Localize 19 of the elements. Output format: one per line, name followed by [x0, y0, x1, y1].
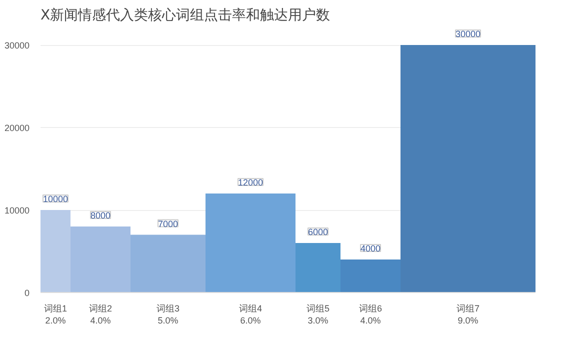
- data-label: 4000: [360, 244, 381, 254]
- data-label: 12000: [238, 178, 264, 188]
- y-tick-label: 20000: [4, 123, 30, 133]
- y-tick-label: 30000: [4, 40, 30, 50]
- x-tick-label: 词组3 5.0%: [156, 304, 180, 326]
- x-tick-label: 词组5 3.0%: [306, 304, 330, 326]
- x-tick-label: 词组7 9.0%: [456, 304, 480, 326]
- data-label: 6000: [308, 227, 328, 237]
- data-label: 7000: [158, 218, 178, 229]
- x-tick-label: 词组4 6.0%: [238, 304, 262, 326]
- x-tick-label: 词组2 4.0%: [88, 304, 112, 326]
- chart-title: X新闻情感代入类核心词组点击率和触达用户数: [40, 8, 330, 24]
- x-tick-label: 词组1 2.0%: [44, 304, 68, 326]
- data-label: 30000: [455, 29, 481, 39]
- y-tick-label: 10000: [4, 206, 30, 216]
- y-tick-label: 0: [24, 288, 30, 298]
- x-tick-label: 词组6 4.0%: [358, 304, 382, 326]
- data-label: 8000: [90, 210, 111, 220]
- data-label: 10000: [42, 194, 68, 204]
